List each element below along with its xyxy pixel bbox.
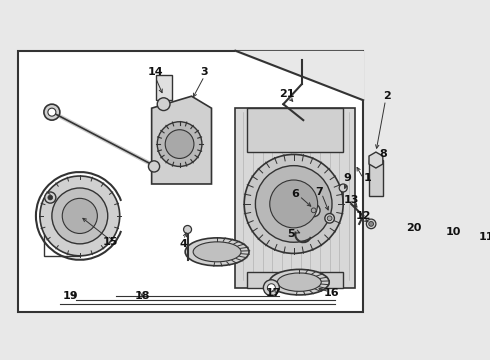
Bar: [235, 108, 355, 288]
Circle shape: [270, 180, 318, 228]
Circle shape: [460, 235, 469, 245]
Text: 16: 16: [323, 288, 339, 298]
Text: 4: 4: [180, 239, 188, 249]
Circle shape: [339, 184, 347, 192]
Circle shape: [367, 219, 376, 229]
Circle shape: [62, 198, 98, 234]
Circle shape: [157, 122, 202, 166]
Bar: [247, 272, 343, 288]
Circle shape: [311, 208, 316, 213]
Text: 17: 17: [265, 288, 281, 298]
Polygon shape: [151, 96, 212, 184]
Bar: [247, 108, 343, 152]
Circle shape: [157, 98, 170, 111]
Circle shape: [369, 221, 373, 226]
Circle shape: [44, 104, 60, 120]
Text: 19: 19: [62, 291, 78, 301]
Circle shape: [483, 244, 490, 252]
Circle shape: [325, 213, 334, 223]
Text: 12: 12: [355, 211, 371, 221]
Circle shape: [45, 192, 56, 203]
Text: 1: 1: [363, 174, 371, 183]
Text: 9: 9: [343, 174, 351, 183]
Circle shape: [148, 161, 160, 172]
Circle shape: [255, 166, 332, 242]
Ellipse shape: [193, 242, 241, 262]
Text: 2: 2: [383, 91, 391, 101]
Text: 20: 20: [406, 223, 421, 233]
Text: 7: 7: [316, 187, 323, 197]
Text: 21: 21: [280, 89, 295, 99]
Text: 11: 11: [479, 233, 490, 243]
Circle shape: [244, 154, 343, 253]
Circle shape: [48, 108, 56, 116]
Circle shape: [184, 225, 192, 234]
Text: 14: 14: [148, 67, 164, 77]
Bar: [18, 51, 363, 312]
Circle shape: [307, 204, 320, 217]
Text: 13: 13: [343, 195, 359, 205]
Bar: [369, 160, 383, 196]
Circle shape: [48, 195, 53, 200]
Circle shape: [40, 176, 120, 256]
Circle shape: [462, 238, 467, 242]
Text: 3: 3: [200, 67, 208, 77]
Polygon shape: [235, 51, 363, 100]
Text: 8: 8: [379, 149, 387, 159]
Text: 10: 10: [445, 227, 461, 237]
Bar: [156, 75, 171, 100]
Circle shape: [52, 188, 108, 244]
Ellipse shape: [270, 269, 329, 295]
Text: 5: 5: [288, 229, 295, 239]
Circle shape: [264, 280, 279, 296]
Text: 15: 15: [102, 237, 118, 247]
Text: 6: 6: [292, 189, 299, 199]
Circle shape: [268, 284, 275, 292]
Bar: [44, 204, 80, 256]
Ellipse shape: [185, 238, 249, 266]
Circle shape: [327, 216, 332, 221]
Circle shape: [165, 130, 194, 158]
Text: 18: 18: [134, 291, 150, 301]
Polygon shape: [369, 152, 383, 168]
Ellipse shape: [277, 273, 321, 291]
Circle shape: [393, 154, 401, 162]
